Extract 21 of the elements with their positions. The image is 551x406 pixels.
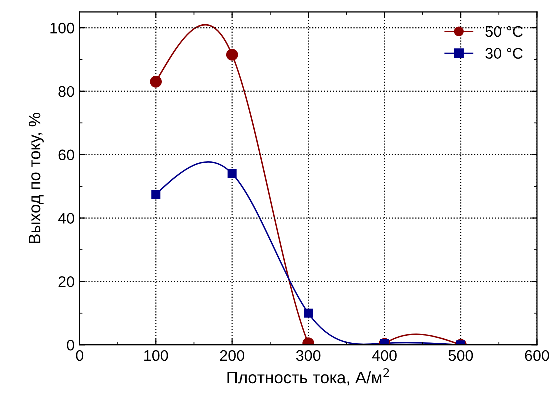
legend-label: 50 °C (486, 26, 523, 38)
y-tick-label: 100 (50, 22, 74, 34)
y-tick-label: 40 (58, 213, 74, 224)
y-tick-label: 20 (58, 276, 74, 288)
legend-label: 30 °C (486, 48, 523, 60)
x-tick-label: 500 (448, 350, 474, 362)
x-tick-label: 300 (296, 350, 321, 362)
y-tick-label: 60 (58, 150, 74, 161)
y-tick-label: 0 (67, 340, 74, 351)
x-axis-title: Плотность тока, А/м$^{2}$ (228, 368, 390, 386)
point (228, 169, 237, 178)
y-tick-label: 80 (58, 86, 74, 98)
point (152, 190, 161, 200)
x-tick-label: 100 (144, 350, 168, 362)
x-tick-label: 400 (372, 350, 397, 362)
x-tick-label: 600 (525, 350, 550, 362)
point (150, 76, 162, 88)
x-tick-label: 200 (220, 350, 244, 362)
x-tick-label: 0 (76, 350, 84, 362)
point (226, 49, 238, 61)
y-axis-title: Выход по току, % (28, 113, 44, 244)
